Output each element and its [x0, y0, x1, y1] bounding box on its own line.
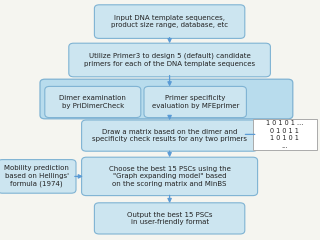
Text: Draw a matrix based on the dimer and
specificity check results for any two prime: Draw a matrix based on the dimer and spe…: [92, 129, 247, 143]
FancyBboxPatch shape: [69, 43, 270, 77]
Text: Output the best 15 PSCs
in user-friendly format: Output the best 15 PSCs in user-friendly…: [127, 211, 212, 225]
Text: Primer specificity
evaluation by MFEprimer: Primer specificity evaluation by MFEprim…: [151, 95, 239, 109]
FancyBboxPatch shape: [45, 86, 141, 118]
FancyBboxPatch shape: [94, 5, 245, 38]
Text: Utilize Primer3 to design 5 (default) candidate
primers for each of the DNA temp: Utilize Primer3 to design 5 (default) ca…: [84, 53, 255, 67]
Text: Mobility prediction
based on Hellings'
formula (1974): Mobility prediction based on Hellings' f…: [4, 165, 69, 187]
FancyBboxPatch shape: [82, 120, 258, 151]
FancyBboxPatch shape: [253, 119, 317, 150]
Text: 1 0 1 0 1 ...
0 1 0 1 1
1 0 1 0 1
...: 1 0 1 0 1 ... 0 1 0 1 1 1 0 1 0 1 ...: [266, 120, 303, 149]
Text: Dimer examination
by PriDimerCheck: Dimer examination by PriDimerCheck: [60, 95, 126, 109]
Text: Choose the best 15 PSCs using the
"Graph expanding model" based
on the scoring m: Choose the best 15 PSCs using the "Graph…: [109, 166, 230, 187]
FancyBboxPatch shape: [40, 79, 293, 119]
FancyBboxPatch shape: [94, 203, 245, 234]
FancyBboxPatch shape: [144, 86, 246, 118]
FancyBboxPatch shape: [0, 160, 76, 193]
Text: Input DNA template sequences,
product size range, database, etc: Input DNA template sequences, product si…: [111, 15, 228, 29]
FancyBboxPatch shape: [82, 157, 258, 196]
